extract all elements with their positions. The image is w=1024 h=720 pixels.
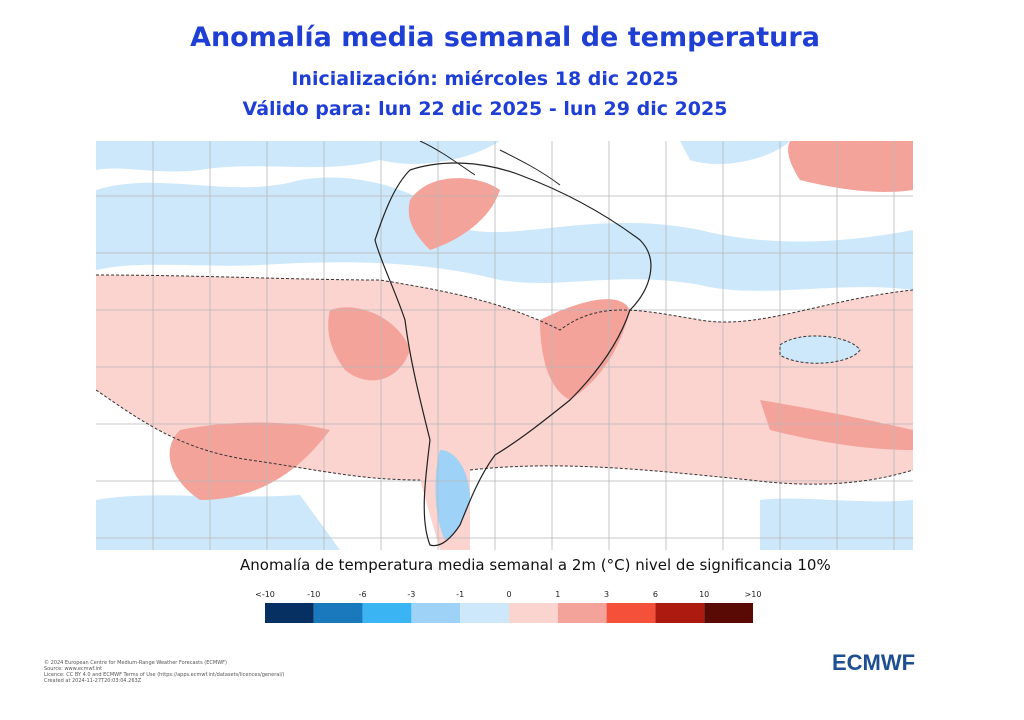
colorbar: <-10 -10 -6 -3 -1 0 1 3 6 10 >10 [255, 590, 762, 623]
valid-period: Válido para: lun 22 dic 2025 - lun 29 di… [242, 98, 728, 120]
colorbar-label: 10 [699, 590, 709, 599]
colorbar-segment [313, 603, 363, 623]
colorbar-segment [509, 603, 558, 623]
colorbar-label: -3 [407, 590, 415, 599]
initialization: Inicialización: miércoles 18 dic 2025 [291, 68, 679, 90]
footer-line: Created at 2024-11-27T20:03:04.263Z [44, 678, 142, 684]
title: Anomalía media semanal de temperatura [190, 22, 820, 53]
logo: ECMWF [832, 650, 916, 675]
colorbar-label: -10 [307, 590, 320, 599]
colorbar-segment [606, 603, 656, 623]
footer-line: © 2024 European Centre for Medium-Range … [44, 660, 227, 666]
colorbar-segment [362, 603, 412, 623]
colorbar-label: 1 [555, 590, 560, 599]
colorbar-label: >10 [745, 590, 762, 599]
colorbar-label: -6 [359, 590, 367, 599]
caption: Anomalía de temperatura media semanal a … [240, 556, 831, 574]
colorbar-segment [655, 603, 705, 623]
colorbar-segment [704, 603, 753, 623]
colorbar-segment [557, 603, 607, 623]
colorbar-label: 6 [653, 590, 658, 599]
map [96, 141, 913, 550]
colorbar-segment [460, 603, 509, 623]
colorbar-segment [411, 603, 461, 623]
footer-line: Licence: CC BY 4.0 and ECMWF Terms of Us… [44, 672, 285, 678]
colorbar-label: 0 [506, 590, 511, 599]
colorbar-label: <-10 [255, 590, 275, 599]
footer: © 2024 European Centre for Medium-Range … [44, 660, 284, 684]
colorbar-segment [265, 603, 314, 623]
colorbar-label: -1 [456, 590, 464, 599]
colorbar-label: 3 [604, 590, 609, 599]
footer-line: Source: www.ecmwf.int [44, 666, 103, 672]
